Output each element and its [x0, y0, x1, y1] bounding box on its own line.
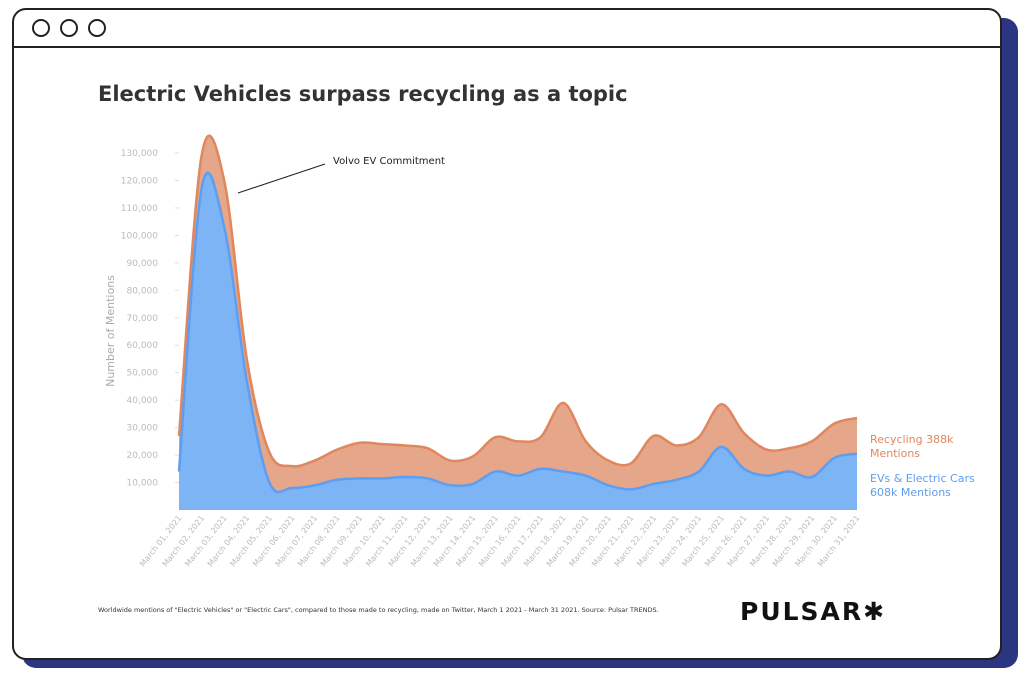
area — [179, 135, 857, 493]
area-line — [177, 171, 858, 494]
area — [179, 172, 857, 510]
y-tick-label: 50,000 — [127, 369, 159, 379]
y-tick-label: 100,000 — [121, 231, 158, 241]
y-tick-label: 70,000 — [127, 314, 159, 324]
window-button — [60, 19, 78, 37]
legend-label: Recycling 388k Mentions — [870, 433, 954, 460]
y-tick-label: 80,000 — [127, 286, 159, 296]
y-axis-label: Number of Mentions — [104, 275, 117, 387]
window-button — [32, 19, 50, 37]
x-tick-label: March 31, 2021 — [816, 514, 862, 569]
y-tick-label: 30,000 — [127, 424, 159, 434]
y-tick-label: 110,000 — [121, 204, 158, 214]
chart-title: Electric Vehicles surpass recycling as a… — [98, 82, 628, 106]
logo: PULSAR✱ — [740, 597, 886, 626]
window-button — [88, 19, 106, 37]
y-tick-label: 10,000 — [127, 479, 159, 489]
area-line — [177, 134, 858, 468]
title-bar — [14, 10, 1000, 48]
annotation: Volvo EV Commitment — [333, 156, 445, 167]
y-tick-label: 90,000 — [127, 259, 159, 269]
y-tick-label: 120,000 — [121, 176, 158, 186]
footnote: Worldwide mentions of "Electric Vehicles… — [98, 606, 659, 614]
legend-label: EVs & Electric Cars 608k Mentions — [870, 472, 975, 499]
y-tick-label: 40,000 — [127, 396, 159, 406]
annotation-line — [237, 163, 326, 194]
y-tick-label: 60,000 — [127, 341, 159, 351]
y-tick-label: 130,000 — [121, 149, 158, 159]
browser-window — [12, 8, 1002, 660]
y-tick-label: 20,000 — [127, 451, 159, 461]
